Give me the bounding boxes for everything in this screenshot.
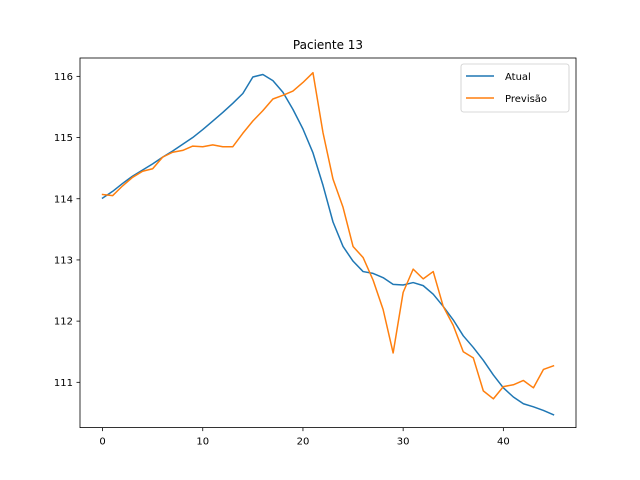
y-tick-label: 114	[54, 194, 73, 205]
x-tick-label: 20	[297, 437, 310, 448]
y-tick-label: 115	[54, 133, 73, 144]
y-axis: 111 112 113 114 115 116	[54, 72, 80, 389]
x-tick-label: 10	[196, 437, 209, 448]
plot-area	[101, 71, 555, 416]
x-tick-label: 0	[99, 437, 105, 448]
y-tick-label: 111	[54, 378, 73, 389]
series-line-0	[101, 73, 555, 416]
y-tick-label: 112	[54, 317, 73, 328]
series-line-1	[101, 71, 555, 400]
x-axis: 0 10 20 30 40	[99, 427, 510, 448]
axes-frame	[79, 57, 577, 429]
legend-label-1: Previsão	[505, 94, 547, 105]
x-tick-label: 40	[497, 437, 510, 448]
x-tick-label: 30	[397, 437, 410, 448]
legend: Atual Previsão	[460, 63, 570, 113]
y-tick-label: 116	[54, 72, 73, 83]
legend-label-0: Atual	[505, 72, 531, 83]
chart-title: Paciente 13	[293, 38, 363, 52]
y-tick-label: 113	[54, 256, 73, 267]
